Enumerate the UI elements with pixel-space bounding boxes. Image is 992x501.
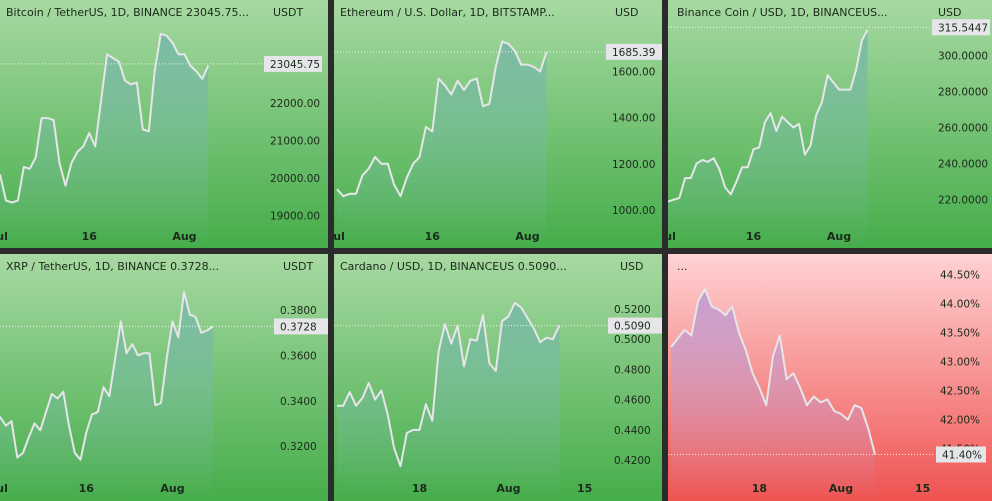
x-tick-label: Aug (829, 482, 853, 495)
y-tick-label: 240.0000 (938, 159, 988, 171)
area-fill (671, 289, 875, 501)
y-tick-label: 1200.00 (612, 159, 655, 171)
price-line (668, 29, 869, 203)
y-tick-label: 300.0000 (938, 50, 988, 62)
last-value-label: 23045.75 (270, 59, 320, 71)
chart-title: ... (677, 260, 688, 273)
y-tick-label: 44.00% (940, 299, 980, 311)
y-tick-label: 0.3400 (280, 396, 317, 408)
area-fill (668, 30, 868, 248)
last-value-badge (608, 317, 662, 334)
y-tick-label: 0.5000 (614, 334, 651, 346)
area-fill (337, 41, 547, 248)
last-value-label: 1685.39 (612, 47, 655, 59)
last-value-label: 0.3728 (280, 321, 317, 333)
y-tick-label: 43.00% (940, 357, 980, 369)
y-tick-label: 0.3200 (280, 441, 317, 453)
bitcoin-chart: 22000.00 21000.00 20000.00 19000.00 23045.75… (0, 0, 328, 248)
x-tick-label: 18 (752, 482, 767, 495)
y-tick-label: 1400.00 (612, 113, 655, 125)
area-fill (337, 302, 560, 501)
last-value-badge (264, 55, 322, 72)
x-tick-label: Jul (334, 230, 345, 243)
x-tick-label: Jul (0, 230, 8, 243)
y-tick-label: 19000.00 (270, 211, 320, 223)
y-tick-label: 0.4400 (614, 425, 651, 437)
x-tick-label: Jul (0, 482, 8, 495)
y-tick-label: 0.4200 (614, 455, 651, 467)
x-tick-label: 15 (577, 482, 592, 495)
x-tick-label: 15 (915, 482, 930, 495)
y-tick-label: 42.00% (940, 415, 980, 427)
last-value-label: 41.40% (942, 450, 982, 462)
area-fill (0, 291, 213, 501)
x-tick-label: Aug (172, 230, 196, 243)
x-tick-label: Aug (827, 230, 851, 243)
x-tick-label: 18 (412, 482, 427, 495)
x-tick-label: 16 (746, 230, 762, 243)
axis-unit: USD (620, 260, 644, 273)
cardano-chart-panel[interactable]: 0.5200 0.5000 0.4800 0.4600 0.4400 0.4200 0.50… (334, 254, 662, 501)
y-tick-label: 44.50% (940, 270, 980, 282)
y-tick-label: 43.50% (940, 328, 980, 340)
x-tick-label: Aug (160, 482, 184, 495)
y-tick-label: 260.0000 (938, 123, 988, 135)
binance-coin-chart-panel[interactable]: 300.0000 280.0000 260.0000 240.0000 220.0000… (668, 0, 992, 248)
chart-title: Binance Coin / USD, 1D, BINANCEUS... (677, 6, 888, 19)
y-tick-label: 20000.00 (270, 173, 320, 185)
xrp-chart-panel[interactable]: 0.3800 0.3600 0.3400 0.3200 0.3728 Jul 16 Aug X… (0, 254, 328, 501)
y-tick-label: 42.50% (940, 386, 980, 398)
last-value-badge (606, 43, 662, 60)
bitcoin-chart-panel[interactable]: 22000.00 21000.00 20000.00 19000.00 23045.75… (0, 0, 328, 248)
last-value-label: 315.5447 (938, 22, 988, 34)
y-tick-label: 0.4600 (614, 395, 651, 407)
x-tick-label: Jul (668, 230, 676, 243)
y-tick-label: 0.3600 (280, 350, 317, 362)
cardano-chart: 0.5200 0.5000 0.4800 0.4600 0.4400 0.4200 0.50… (334, 254, 662, 501)
y-tick-label: 21000.00 (270, 136, 320, 148)
x-tick-label: 16 (425, 230, 441, 243)
price-line (336, 40, 548, 198)
price-line (670, 288, 876, 455)
y-tick-label: 22000.00 (270, 98, 320, 110)
last-value-label: 0.5090 (614, 321, 651, 333)
y-tick-label: 1600.00 (612, 67, 655, 79)
ethereum-chart: 1600.00 1400.00 1200.00 1000.00 1685.39 Jul 16… (334, 0, 662, 248)
axis-unit: USDT (283, 260, 314, 273)
x-tick-label: 16 (79, 482, 95, 495)
x-tick-label: 16 (82, 230, 98, 243)
x-tick-label: Aug (515, 230, 539, 243)
price-line (337, 301, 561, 468)
chart-title: Cardano / USD, 1D, BINANCEUS 0.5090... (340, 260, 567, 273)
price-line (0, 32, 210, 204)
last-value-badge (274, 318, 328, 335)
chart-title: Bitcoin / TetherUS, 1D, BINANCE 23045.75… (6, 6, 249, 19)
last-value-badge (936, 446, 986, 463)
x-tick-label: Aug (496, 482, 520, 495)
y-tick-label: 1000.00 (612, 205, 655, 217)
ethereum-chart-panel[interactable]: 1600.00 1400.00 1200.00 1000.00 1685.39 Jul 16… (334, 0, 662, 248)
binance-coin-chart: 300.0000 280.0000 260.0000 240.0000 220.0000… (668, 0, 992, 248)
y-tick-label: 280.0000 (938, 86, 988, 98)
xrp-chart: 0.3800 0.3600 0.3400 0.3200 0.3728 Jul 16 Aug (0, 254, 328, 501)
y-tick-label: 220.0000 (938, 195, 988, 207)
last-value-badge (932, 19, 990, 36)
percentage-chart-panel[interactable]: 44.50%44.00%43.50%43.00%42.50%42.00%41.5… (668, 254, 992, 501)
price-line (0, 290, 214, 461)
axis-unit: USDT (273, 6, 304, 19)
y-tick-label: 0.3800 (280, 305, 317, 317)
chart-title: Ethereum / U.S. Dollar, 1D, BITSTAMP... (340, 6, 555, 19)
percentage-chart: 44.50%44.00%43.50%43.00%42.50%42.00%41.5… (668, 254, 992, 501)
y-tick-label: 0.4800 (614, 364, 651, 376)
axis-unit: USD (615, 6, 639, 19)
chart-title: XRP / TetherUS, 1D, BINANCE 0.3728... (6, 260, 220, 273)
area-fill (0, 33, 209, 248)
axis-unit: USD (938, 6, 962, 19)
y-tick-label: 0.5200 (614, 304, 651, 316)
